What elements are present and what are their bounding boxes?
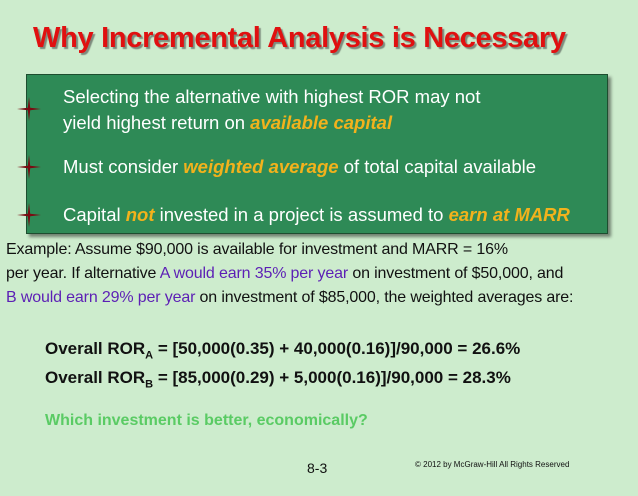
formula-b-label: Overall ROR [45, 368, 146, 387]
formula-a-subscript: A [145, 349, 154, 362]
example-line-3-suffix: on investment of $85,000, the weighted a… [195, 289, 574, 306]
example-line-3: B would earn 29% per year on investment … [6, 289, 574, 307]
bullet-box: Selecting the alternative with highest R… [17, 74, 608, 234]
formula-b: Overall RORB = [85,000(0.29) + 5,000(0.1… [45, 368, 511, 390]
bullet-2-text: Must consider weighted average of total … [63, 155, 536, 179]
bullet-3-text: Capital not invested in a project is ass… [63, 203, 570, 227]
alternative-a-text: A would earn 35% per year [159, 265, 349, 282]
bullet-3-middle: invested in a project is assumed to [154, 204, 449, 225]
formula-a-label: Overall ROR [45, 339, 146, 358]
bullet-1-line-2-text: yield highest return on [63, 112, 251, 133]
example-line-1: Example: Assume $90,000 is available for… [6, 241, 508, 258]
formula-b-subscript: B [145, 378, 154, 391]
four-point-star-icon [17, 97, 41, 121]
four-point-star-icon [17, 203, 41, 227]
example-line-2-prefix: per year. If alternative [6, 265, 160, 282]
slide-title: Why Incremental Analysis is Necessary [33, 22, 566, 54]
copyright-notice: © 2012 by McGraw-Hill All Rights Reserve… [415, 460, 570, 469]
formula-a: Overall RORA = [50,000(0.35) + 40,000(0.… [45, 339, 520, 361]
bullet-1-line-1: Selecting the alternative with highest R… [63, 86, 481, 107]
bullet-1-line-2: yield highest return on available capita… [63, 111, 392, 135]
bullet-3-emphasis-2: earn at MARR [448, 204, 570, 225]
four-point-star-icon [17, 155, 41, 179]
alternative-b-text: B would earn 29% per year [6, 289, 196, 306]
formula-a-expression: = [50,000(0.35) + 40,000(0.16)]/90,000 =… [153, 339, 521, 358]
page-number: 8-3 [307, 460, 328, 476]
example-line-2-suffix: on investment of $50,000, and [348, 265, 564, 282]
bullet-2-prefix: Must consider [63, 156, 184, 177]
bullet-2-suffix: of total capital available [338, 156, 537, 177]
bullet-3-prefix: Capital [63, 204, 126, 225]
bullet-3-emphasis-1: not [125, 204, 155, 225]
bullet-2-emphasis: weighted average [183, 156, 339, 177]
example-line-2: per year. If alternative A would earn 35… [6, 265, 563, 283]
formula-b-expression: = [85,000(0.29) + 5,000(0.16)]/90,000 = … [153, 368, 511, 387]
question-text: Which investment is better, economically… [45, 412, 368, 429]
bullet-1-emphasis: available capital [250, 112, 393, 133]
